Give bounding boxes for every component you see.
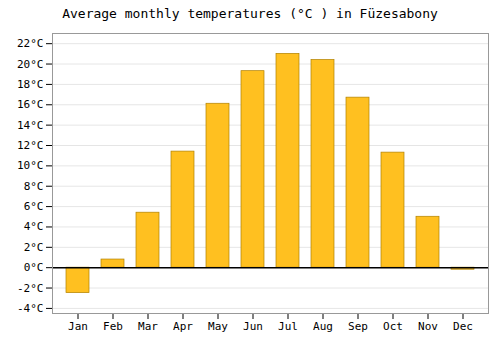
svg-text:Mar: Mar [138,320,158,333]
svg-text:14°C: 14°C [17,119,44,132]
svg-text:22°C: 22°C [17,37,44,50]
svg-text:Feb: Feb [103,320,123,333]
svg-text:-2°C: -2°C [17,282,44,295]
svg-text:6°C: 6°C [24,200,44,213]
svg-text:Apr: Apr [173,320,193,333]
svg-text:Aug: Aug [313,320,333,333]
svg-text:Sep: Sep [348,320,368,333]
svg-text:Nov: Nov [418,320,438,333]
svg-text:2°C: 2°C [24,241,44,254]
svg-text:May: May [208,320,228,333]
svg-text:8°C: 8°C [24,180,44,193]
svg-text:0°C: 0°C [24,261,44,274]
html-text:Average monthly temperatures (: Average monthly temperatures (°C ) in Fü… [62,6,438,21]
svg-text:Jul: Jul [278,320,298,333]
svg-text:10°C: 10°C [17,159,44,172]
svg-text:4°C: 4°C [24,220,44,233]
svg-text:-4°C: -4°C [17,302,44,315]
svg-text:Jun: Jun [243,320,263,333]
svg-text:18°C: 18°C [17,78,44,91]
svg-text:20°C: 20°C [17,58,44,71]
svg-text:12°C: 12°C [17,139,44,152]
svg-text:Dec: Dec [453,320,473,333]
svg-text:16°C: 16°C [17,98,44,111]
svg-text:Oct: Oct [383,320,403,333]
svg-text:Jan: Jan [68,320,88,333]
